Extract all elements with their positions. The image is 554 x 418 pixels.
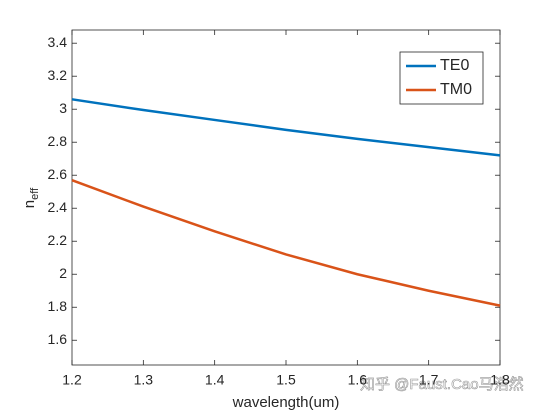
y-tick-label: 1.8 [48,298,68,314]
y-tick-label: 1.6 [48,331,68,347]
x-tick-label: 1.5 [276,372,296,388]
y-tick-label: 2.2 [48,232,68,248]
y-axis-label: neff [21,187,41,208]
x-tick-label: 1.7 [419,372,439,388]
x-tick-label: 1.8 [490,372,510,388]
y-tick-label: 2.4 [48,199,68,215]
y-label-sub: eff [29,187,41,200]
x-tick-label: 1.3 [134,372,154,388]
x-axis-label: wavelength(um) [232,394,340,411]
x-tick-label: 1.2 [62,372,82,388]
y-tick-label: 2.6 [48,166,68,182]
y-tick-label: 3.2 [48,67,68,83]
y-label-main: n [21,200,38,208]
x-tick-label: 1.6 [348,372,368,388]
legend-label: TM0 [440,81,472,98]
y-tick-label: 3 [59,100,67,116]
x-tick-label: 1.4 [205,372,225,388]
y-tick-label: 3.4 [48,34,68,50]
series-line [71,178,501,307]
y-tick-label: 2 [59,265,67,281]
legend-label: TE0 [440,57,469,74]
series-line [71,98,501,157]
y-tick-label: 2.8 [48,133,68,149]
watermark: 知乎 @Faust.Cao马浩然 [360,376,524,393]
legend-box [399,51,484,105]
